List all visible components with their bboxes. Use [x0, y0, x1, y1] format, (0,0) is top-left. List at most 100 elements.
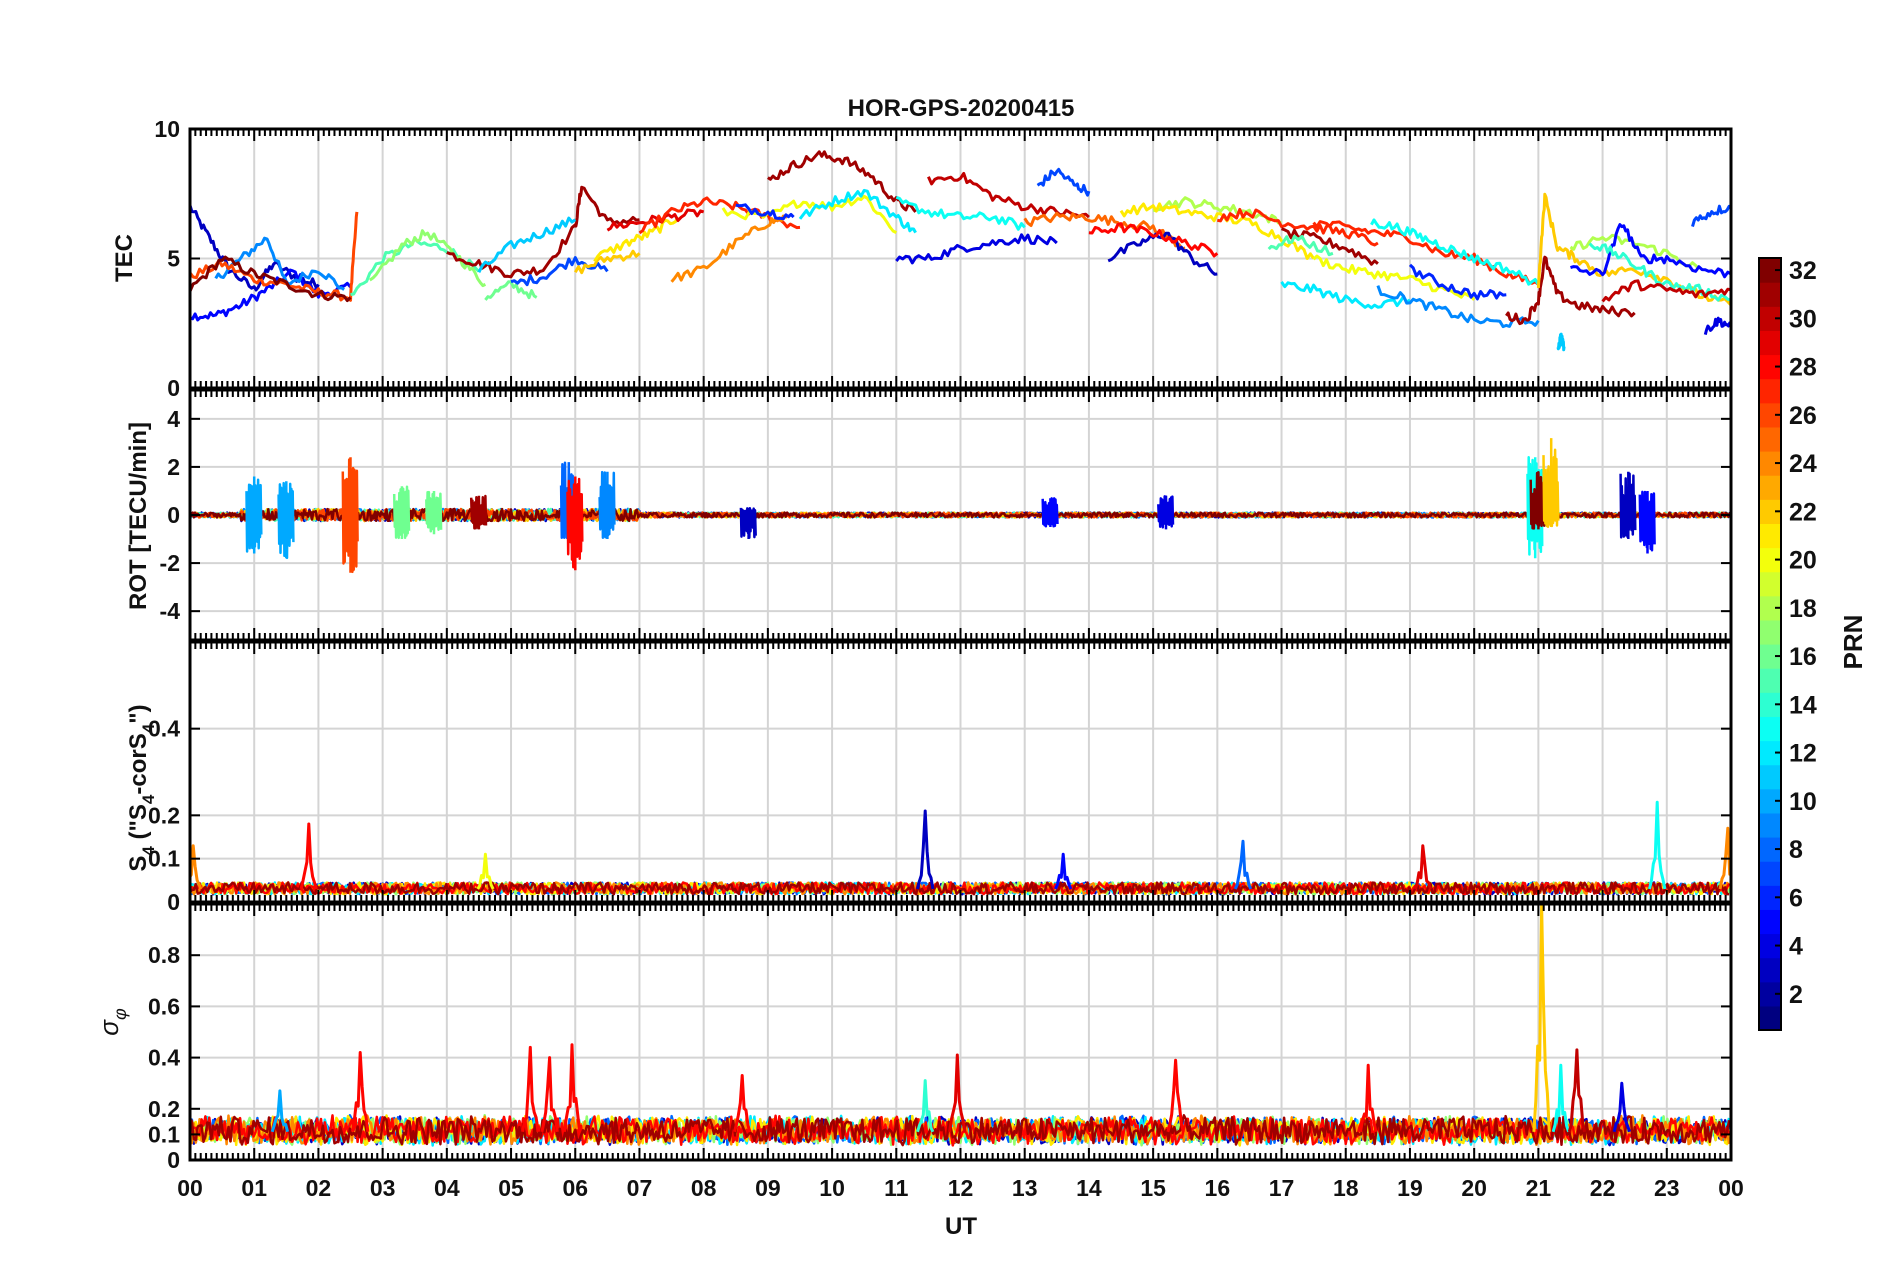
tec-series-prn-5	[190, 268, 352, 322]
x-axis-label: UT	[945, 1213, 977, 1240]
colorbar-tick-label: 24	[1789, 450, 1817, 478]
colorbar-swatch	[1759, 933, 1781, 959]
x-tick-label: 20	[1461, 1175, 1487, 1201]
s4-grid	[190, 642, 1731, 902]
colorbar-tick-label: 26	[1789, 402, 1817, 430]
tec-series-prn-24	[670, 214, 788, 283]
colorbar-tick-label: 4	[1789, 933, 1803, 961]
sigma-spike-prn-28	[562, 1043, 582, 1133]
colorbar-label: PRN	[1838, 615, 1868, 670]
colorbar-swatch	[1759, 282, 1781, 307]
colorbar-swatch	[1759, 378, 1781, 404]
tec-panel: 0 5 10	[154, 116, 1733, 401]
tec-series-prn-18	[1152, 196, 1282, 225]
colorbar-swatch	[1759, 499, 1781, 524]
colorbar-swatch	[1759, 861, 1781, 886]
colorbar-tick-label: 28	[1789, 354, 1817, 382]
sigma-spike-prn-30	[1567, 1048, 1587, 1133]
tec-series-prn-29	[606, 208, 705, 232]
colorbar-swatch	[1759, 258, 1781, 283]
s4-spike-prn-5	[1054, 852, 1073, 890]
colorbar-swatch	[1759, 402, 1781, 428]
x-tick-label: 04	[434, 1175, 460, 1201]
s4-spike-prn-24	[190, 844, 203, 890]
rot-panel: -4 -2 0 2 4	[160, 388, 1733, 642]
colorbar-swatch	[1759, 1005, 1781, 1031]
tec-series-prn-7	[510, 256, 609, 287]
tec-series-prn-4	[895, 233, 1058, 265]
colorbar-swatch	[1759, 475, 1781, 500]
s4-spike-prn-20	[476, 852, 495, 890]
rot-spike-prn-3	[739, 506, 757, 539]
rot-spike-prn-10	[245, 476, 263, 554]
rot-spike-prn-26	[341, 457, 359, 574]
colorbar-swatch	[1759, 595, 1781, 621]
sigma-y-tick-label: 0.6	[148, 993, 180, 1019]
tec-series-prn-22	[574, 249, 641, 275]
tec-series-prn-27	[1312, 220, 1540, 286]
tec-series-prn-6	[1408, 263, 1507, 301]
colorbar-swatch	[1759, 957, 1781, 983]
tec-series-prn-7	[1036, 167, 1091, 197]
colorbar-swatch	[1759, 571, 1781, 597]
sigma-spike-prn-28	[733, 1074, 752, 1133]
colorbar-swatch	[1759, 330, 1781, 356]
tec-y-tick-label: 5	[167, 246, 180, 272]
rot-spike-prn-16	[392, 485, 411, 540]
x-tick-label: 02	[306, 1175, 332, 1201]
sigma-spike-prn-28	[521, 1045, 540, 1133]
sigma-spike-prn-13	[1551, 1063, 1571, 1133]
colorbar-swatch	[1759, 668, 1781, 693]
s4-spike-prn-24	[1718, 826, 1731, 890]
tec-series-prn-17	[368, 229, 487, 288]
colorbar-tick-label: 22	[1789, 498, 1817, 526]
s4-panel: 0 0.1 0.2 0.4	[148, 640, 1733, 915]
s4-y-tick-label: 0.2	[148, 802, 180, 828]
rot-spike-prn-5	[1638, 490, 1656, 554]
x-tick-labels: 00 01 02 03 04 05 06 07 08 09 10 11 12 13 14 15 16 17 18 19…	[177, 1175, 1744, 1201]
tec-series-prn-9	[214, 236, 345, 291]
rot-spike-prn-10	[277, 481, 295, 560]
tec-series-prn-7	[1691, 204, 1731, 228]
colorbar-tick-label: 30	[1789, 305, 1817, 333]
rot-y-tick-label: 0	[167, 502, 180, 528]
tec-series-prn-3	[1107, 231, 1218, 276]
colorbar-swatch	[1759, 306, 1781, 331]
tec-series-prn-31	[446, 185, 640, 279]
x-tick-label: 10	[819, 1175, 845, 1201]
tec-series-prn-30	[1601, 279, 1731, 303]
x-tick-label: 00	[177, 1175, 203, 1201]
tec-series-prn-16	[484, 280, 538, 301]
rot-plot-area	[190, 438, 1731, 574]
colorbar-tick-label: 16	[1789, 643, 1817, 671]
s4-spike-prn-29	[1413, 844, 1432, 890]
tec-y-tick-labels: 0 5 10	[154, 116, 1731, 401]
colorbar-swatch	[1759, 547, 1781, 573]
s4-y-tick-labels: 0 0.1 0.2 0.4	[148, 716, 1731, 915]
colorbar-tick-label: 6	[1789, 884, 1803, 912]
rot-noise-prn-32	[190, 507, 1731, 523]
rot-spike-prn-28	[566, 476, 584, 571]
x-tick-label: 12	[948, 1175, 974, 1201]
tec-y-tick-label: 10	[154, 116, 180, 142]
tec-series-prn-11	[1556, 332, 1566, 352]
colorbar-tick-label: 32	[1789, 257, 1817, 285]
tec-series-prn-32	[190, 255, 352, 303]
tec-y-label: TEC	[111, 234, 138, 282]
colorbar-tick-label: 8	[1789, 836, 1803, 864]
tec-series-prn-31	[1280, 227, 1379, 266]
tec-series-prn-21	[593, 216, 680, 263]
rot-spike-prn-31	[469, 494, 488, 530]
colorbar-tick-label: 14	[1789, 691, 1817, 719]
sigma-y-tick-label: 0.2	[148, 1096, 180, 1122]
tec-series-prn-4	[1703, 316, 1731, 335]
tec-plot-area	[190, 150, 1731, 352]
s4-y-tick-label: 0	[167, 889, 180, 915]
tec-series-prn-15	[1267, 234, 1334, 257]
rot-y-tick-label: 4	[167, 406, 180, 432]
sigma-spike-prn-14	[916, 1079, 935, 1133]
colorbar-swatch	[1759, 692, 1781, 717]
s4-spike-prn-3	[916, 809, 935, 890]
